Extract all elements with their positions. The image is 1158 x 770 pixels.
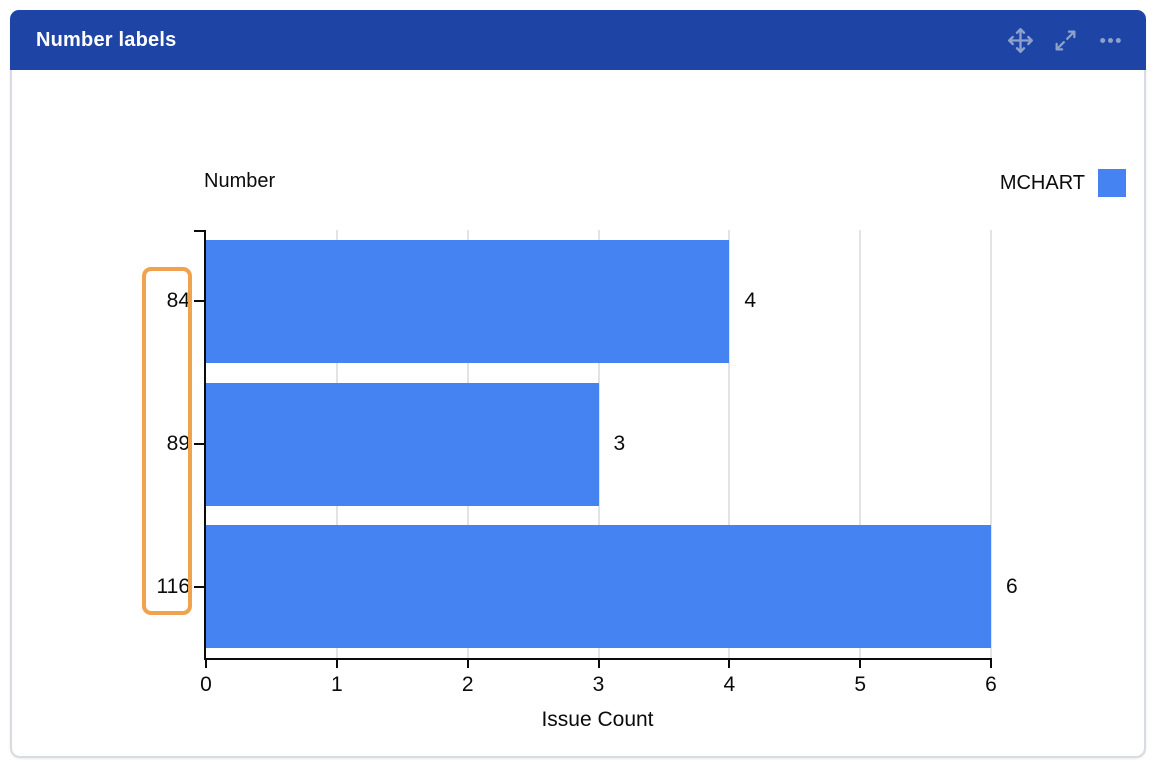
x-axis-tick: [597, 658, 600, 668]
legend-color-swatch: [1098, 169, 1126, 197]
chart-legend[interactable]: MCHART: [1000, 169, 1126, 197]
y-tick-label: 89: [166, 432, 190, 455]
legend-series-label: MCHART: [999, 171, 1085, 194]
chart-widget-card: Number labels: [10, 10, 1146, 758]
x-axis-tick: [335, 658, 338, 668]
gridline: [859, 230, 862, 658]
x-axis-tick: [859, 658, 862, 668]
widget-title: Number labels: [36, 28, 177, 51]
y-axis-tick: [194, 443, 206, 445]
gridline: [597, 230, 600, 658]
x-tick-label: 0: [200, 673, 212, 696]
chart-title: Number: [204, 170, 276, 192]
move-icon[interactable]: [1006, 26, 1034, 54]
x-axis-tick: [205, 658, 207, 668]
x-axis-tick: [990, 658, 992, 668]
y-tick-label: 84: [166, 289, 190, 312]
x-tick-label: 1: [330, 673, 343, 696]
plot-area: 4 84 3 89 6 116 0 1 2 3 4 5 6: [157, 230, 1018, 696]
resize-icon[interactable]: [1051, 26, 1079, 54]
x-tick-label: 3: [592, 673, 605, 696]
x-axis-tick: [728, 658, 731, 668]
gridline: [990, 230, 992, 658]
x-tick-label: 4: [723, 673, 736, 696]
widget-header[interactable]: Number labels: [10, 10, 1146, 70]
more-options-icon[interactable]: [1096, 26, 1124, 54]
x-axis-tick: [466, 658, 469, 668]
x-tick-label: 6: [985, 673, 997, 696]
y-axis-tick: [194, 300, 206, 302]
x-axis-title: Issue Count: [541, 708, 654, 731]
bar[interactable]: [206, 383, 599, 506]
y-axis-tick: [194, 586, 206, 588]
y-axis-top-tick: [194, 230, 206, 232]
x-tick-label: 5: [854, 673, 866, 696]
y-tick-label: 116: [156, 575, 190, 598]
gridline: [728, 230, 731, 658]
bar-value-label: 6: [1006, 575, 1018, 598]
x-tick-label: 2: [461, 673, 474, 696]
bar[interactable]: [206, 525, 991, 648]
bar-value-label: 3: [613, 432, 626, 455]
bar[interactable]: [206, 240, 730, 363]
header-toolbar: [1006, 26, 1124, 54]
bar-value-label: 4: [744, 289, 757, 312]
